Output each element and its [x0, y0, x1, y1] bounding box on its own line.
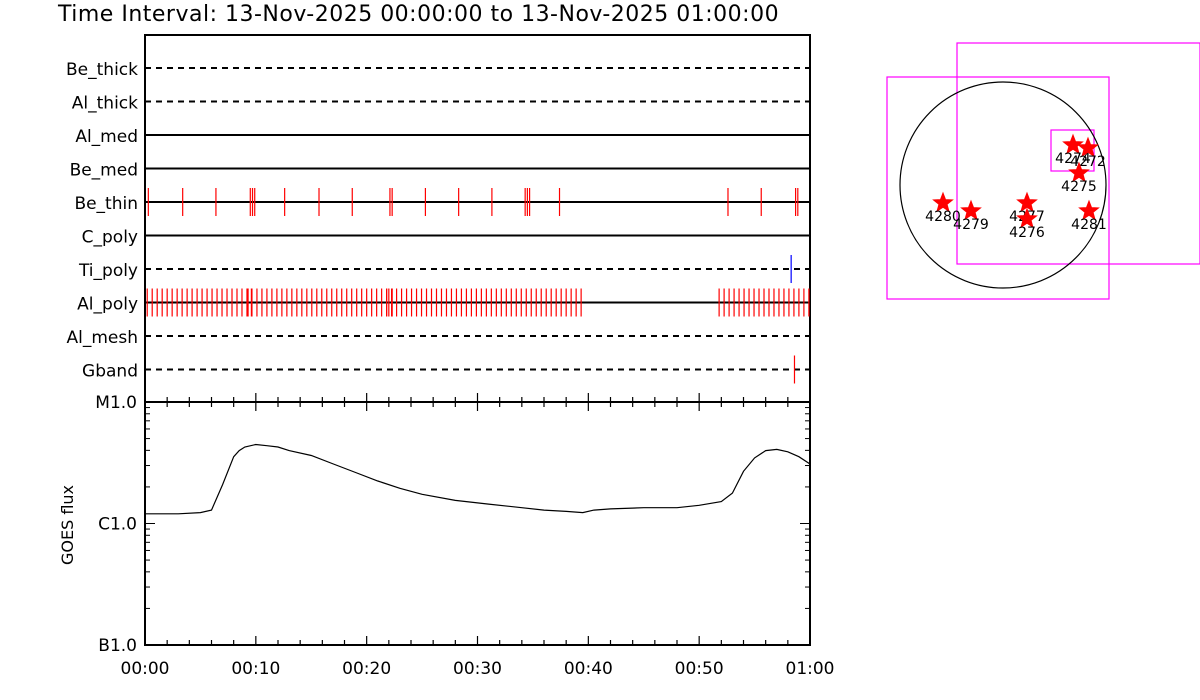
solar-disk [899, 81, 1107, 289]
row-label: Be_thin [74, 194, 138, 214]
fov-box-large [886, 76, 1110, 300]
row-label: Al_mesh [66, 328, 138, 348]
x-tick-label: 00:00 [121, 659, 170, 679]
region-label: 4272 [1070, 154, 1106, 170]
fov-box-offset [956, 42, 1200, 265]
y-tick-label: B1.0 [98, 636, 137, 656]
goes-flux-panel: M1.0 C1.0 B1.0 GOES flux 00:00 00:10 00:20 00:3… [58, 393, 835, 679]
goes-flux-line [145, 443, 811, 515]
region-star [1062, 133, 1084, 155]
x-tick-label: 00:30 [453, 659, 502, 679]
row-label: Al_thick [72, 94, 138, 114]
region-label: 4280 [925, 209, 961, 225]
row-label: C_poly [82, 228, 138, 248]
region-label: 4276 [1009, 225, 1045, 241]
row-label: Ti_poly [78, 261, 138, 281]
region-star [960, 199, 982, 221]
x-tick-label: 00:10 [231, 659, 280, 679]
y-tick-label: M1.0 [95, 393, 137, 413]
filter-timeline-panel: Be_thick Al_thick Al_med Be_med Be_thin C_pol… [66, 34, 811, 403]
y-axis-label: GOES flux [58, 485, 77, 565]
row-label: Be_med [70, 161, 138, 181]
region-label: 4275 [1061, 179, 1097, 195]
y-tick-label: C1.0 [98, 515, 137, 535]
region-star [1016, 191, 1038, 213]
row-label: Al_med [75, 127, 138, 147]
region-star [932, 191, 954, 213]
x-tick-label: 00:50 [675, 659, 724, 679]
region-star [1077, 136, 1099, 158]
row-label: Be_thick [66, 60, 138, 80]
row-label: Al_poly [77, 295, 138, 315]
x-tick-label: 01:00 [786, 659, 835, 679]
x-tick-label: 00:40 [564, 659, 613, 679]
region-label: 4281 [1071, 217, 1107, 233]
region-star [1068, 161, 1090, 183]
region-star [1016, 207, 1038, 229]
region-star [1078, 199, 1100, 221]
region-label: 4279 [953, 217, 989, 233]
x-tick-label: 00:20 [342, 659, 391, 679]
timeline-frame [144, 34, 811, 403]
row-label: Gband [82, 362, 138, 382]
page-title: Time Interval: 13-Nov-2025 00:00:00 to 1… [58, 2, 780, 27]
goes-frame [144, 401, 811, 646]
solar-map-panel: 42744272427542774276428042794281 [886, 42, 1200, 300]
